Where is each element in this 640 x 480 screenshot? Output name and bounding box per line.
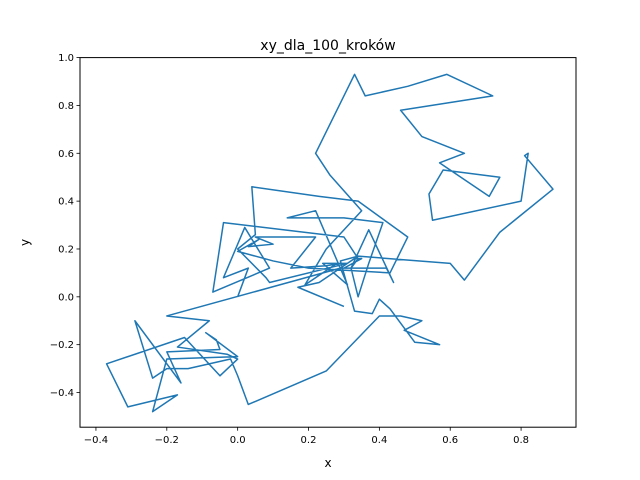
y-axis: −0.4 −0.2 0.0 0.2 0.4 0.6 0.8 1.0	[50, 53, 80, 399]
y-axis-label: y	[18, 239, 32, 246]
axes-frame	[79, 57, 577, 428]
y-tick-label: 1.0	[58, 53, 74, 64]
y-tick-label: 0.0	[58, 292, 74, 303]
plot-area	[105, 73, 554, 413]
x-tick-label: 0.4	[371, 435, 387, 446]
x-tick-label: −0.4	[84, 435, 108, 446]
y-tick-label: 0.6	[58, 149, 74, 160]
chart-title: xy_dla_100_kroków	[260, 38, 395, 54]
y-tick-label: 0.8	[58, 101, 74, 112]
x-tick-label: 0.0	[230, 435, 246, 446]
x-tick-label: −0.2	[155, 435, 179, 446]
x-tick-label: 0.6	[442, 435, 458, 446]
x-axis-label: x	[324, 456, 331, 470]
y-tick-label: 0.2	[58, 244, 74, 255]
x-axis: −0.4 −0.2 0.0 0.2 0.4 0.6 0.8	[84, 427, 529, 446]
y-tick-label: 0.4	[58, 197, 74, 208]
x-tick-label: 0.2	[301, 435, 317, 446]
y-tick-label: −0.2	[50, 340, 74, 351]
x-tick-label: 0.8	[513, 435, 529, 446]
y-tick-label: −0.4	[50, 388, 74, 399]
series-line-0	[105, 73, 554, 413]
